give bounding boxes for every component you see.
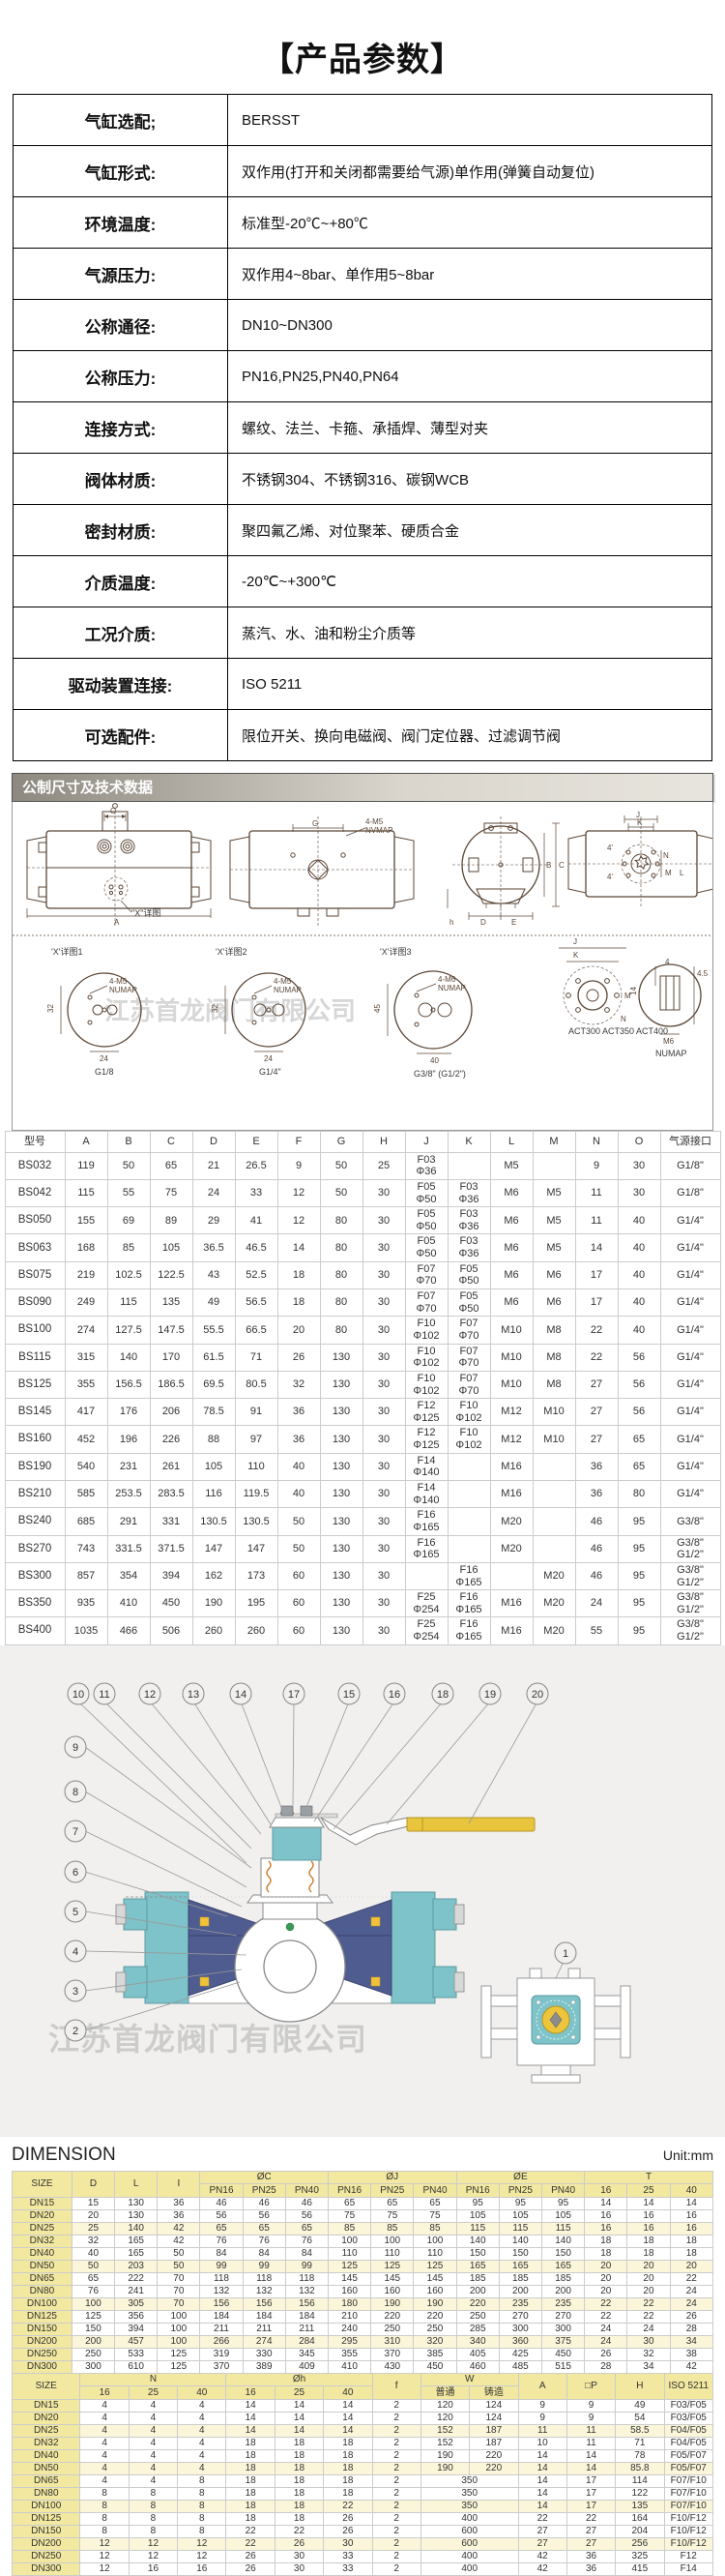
svg-text:6: 6 [72, 1867, 78, 1879]
svg-text:16: 16 [389, 1689, 400, 1701]
svg-text:G: G [312, 819, 318, 828]
svg-text:NUMAP: NUMAP [438, 984, 466, 992]
svg-text:4.5: 4.5 [697, 969, 709, 978]
svg-text:"X"详图: "X"详图 [131, 907, 160, 918]
svg-text:13: 13 [188, 1689, 199, 1701]
svg-text:4': 4' [607, 844, 613, 852]
svg-text:G1/8: G1/8 [95, 1067, 114, 1077]
svg-text:17: 17 [288, 1689, 300, 1701]
svg-text:32: 32 [46, 1004, 55, 1013]
svg-text:h: h [450, 918, 453, 927]
svg-text:K: K [637, 818, 643, 827]
svg-text:N: N [663, 851, 669, 860]
svg-text:J: J [573, 937, 577, 946]
svg-text:9: 9 [72, 1742, 78, 1754]
svg-text:D: D [480, 918, 486, 927]
svg-text:NVMAP: NVMAP [365, 826, 392, 835]
svg-text:NUMAP: NUMAP [109, 986, 137, 994]
svg-text:4: 4 [665, 958, 670, 966]
svg-text:NUMAP: NUMAP [655, 1049, 687, 1058]
svg-text:24: 24 [264, 1054, 273, 1063]
svg-text:B: B [546, 861, 551, 870]
svg-text:'X'详图2: 'X'详图2 [216, 946, 246, 957]
svg-text:20: 20 [532, 1689, 543, 1701]
svg-text:11: 11 [99, 1689, 109, 1701]
svg-text:2: 2 [72, 2026, 78, 2037]
svg-text:N: N [621, 1015, 626, 1023]
svg-text:C: C [559, 861, 565, 870]
svg-text:12: 12 [144, 1689, 156, 1701]
svg-text:M: M [665, 869, 672, 877]
svg-text:14: 14 [235, 1689, 246, 1701]
svg-text:19: 19 [484, 1689, 496, 1701]
svg-text:4': 4' [607, 873, 613, 881]
svg-text:45: 45 [373, 1004, 382, 1013]
svg-text:10: 10 [72, 1689, 84, 1701]
svg-text:15: 15 [343, 1689, 355, 1701]
svg-text:K: K [573, 951, 579, 960]
svg-text:3: 3 [72, 1986, 78, 1998]
svg-text:5: 5 [72, 1907, 78, 1918]
svg-text:E: E [511, 918, 516, 927]
svg-text:L: L [680, 869, 684, 877]
svg-text:40: 40 [430, 1056, 439, 1065]
svg-text:8: 8 [72, 1787, 78, 1798]
svg-text:M6: M6 [663, 1037, 675, 1046]
svg-text:1: 1 [563, 1948, 568, 1960]
svg-text:24: 24 [100, 1054, 108, 1063]
svg-text:NUMAP: NUMAP [274, 986, 302, 994]
svg-text:4-M5: 4-M5 [365, 817, 384, 826]
svg-text:32: 32 [211, 1004, 219, 1013]
svg-text:4-M5: 4-M5 [274, 977, 292, 986]
svg-text:A: A [114, 918, 120, 927]
svg-text:18: 18 [437, 1689, 449, 1701]
svg-text:14: 14 [629, 987, 638, 995]
svg-text:4-M6: 4-M6 [438, 975, 456, 984]
svg-text:G3/8" (G1/2"): G3/8" (G1/2") [414, 1069, 466, 1079]
svg-text:7: 7 [72, 1826, 78, 1838]
svg-text:4-M5: 4-M5 [109, 977, 128, 986]
svg-text:ACT300 ACT350 ACT400: ACT300 ACT350 ACT400 [568, 1026, 668, 1036]
svg-text:4: 4 [72, 1946, 78, 1958]
svg-text:'X'详图3: 'X'详图3 [380, 946, 411, 957]
svg-text:江苏首龙阀门有限公司: 江苏首龙阀门有限公司 [104, 996, 356, 1025]
svg-text:'X'详图1: 'X'详图1 [51, 946, 82, 957]
svg-text:G1/4": G1/4" [259, 1067, 281, 1077]
